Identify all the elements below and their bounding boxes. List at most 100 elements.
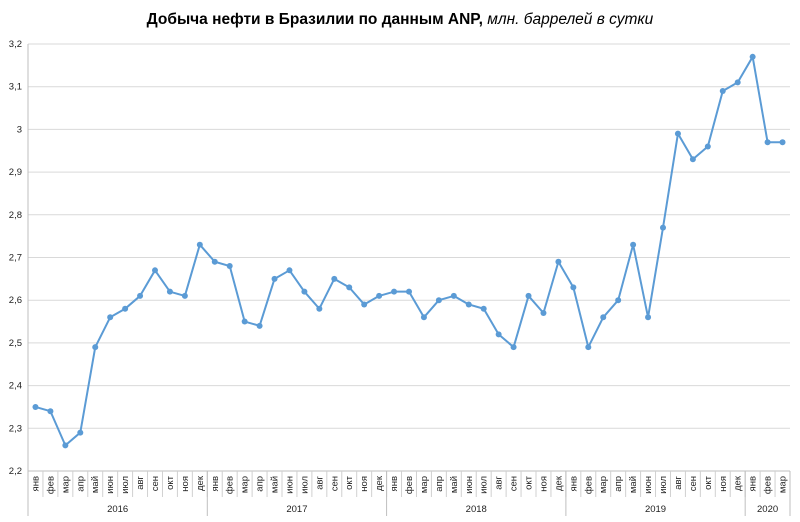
x-tick-label-month: ноя — [538, 476, 549, 492]
gridlines — [28, 43, 790, 472]
x-tick-label-month: мар — [598, 476, 609, 493]
data-point — [779, 139, 786, 146]
data-point — [435, 297, 442, 304]
data-point — [689, 156, 696, 163]
x-tick-label-month: июл — [120, 476, 131, 494]
x-tick-label-month: июн — [464, 476, 475, 494]
data-point — [196, 241, 203, 248]
series-line — [35, 55, 783, 447]
data-point — [450, 292, 457, 299]
y-tick-label: 2,2 — [9, 466, 22, 477]
y-tick-label: 2,7 — [9, 253, 22, 264]
data-point — [241, 318, 248, 325]
x-tick-label-month: авг — [494, 475, 505, 489]
data-point — [152, 267, 158, 274]
x-tick-label-year: 2020 — [757, 504, 778, 515]
x-tick-label-month: июн — [105, 476, 116, 494]
x-tick-label-month: окт — [703, 475, 714, 490]
chart-title-main: Добыча нефти в Бразилии по данным ANP, — [146, 11, 483, 28]
data-point — [92, 344, 99, 351]
data-point — [406, 288, 412, 295]
data-point — [704, 143, 711, 150]
x-tick-label-month: дек — [553, 475, 564, 491]
x-tick-label-month: апр — [434, 476, 445, 492]
x-tick-label-month: апр — [75, 476, 86, 492]
data-point — [137, 292, 144, 299]
data-point — [286, 267, 293, 274]
x-tick-label-month: июн — [643, 476, 654, 494]
chart-title-subtitle: млн. баррелей в сутки — [487, 11, 654, 28]
x-tick-label-month: июл — [299, 476, 310, 494]
data-point — [734, 79, 741, 86]
data-point — [585, 344, 592, 351]
y-tick-label: 3,1 — [9, 82, 22, 93]
x-tick-label-month: окт — [165, 475, 176, 490]
data-point — [47, 408, 54, 415]
data-point — [77, 429, 84, 436]
data-point — [301, 288, 308, 295]
data-point — [346, 284, 353, 291]
x-tick-label-month: сен — [150, 476, 161, 491]
x-tick-label-month: ноя — [180, 476, 191, 492]
x-tick-label-month: фев — [45, 476, 56, 494]
data-point — [376, 292, 383, 299]
data-point — [540, 310, 547, 317]
x-tick-label-month: фев — [404, 476, 415, 494]
data-point — [211, 258, 218, 265]
x-tick-label-month: фев — [583, 476, 594, 494]
y-tick-label: 2,8 — [9, 210, 22, 221]
x-tick-label-month: мар — [419, 476, 430, 493]
data-point — [32, 403, 39, 410]
x-tick-label-month: янв — [568, 476, 579, 491]
x-tick-label-month: май — [628, 476, 639, 493]
data-point — [122, 305, 129, 312]
chart-title: Добыча нефти в Бразилии по данным ANP, м… — [0, 11, 800, 29]
data-point — [361, 301, 368, 308]
x-tick-label-month: сен — [329, 476, 340, 491]
x-tick-label-month: авг — [135, 475, 146, 489]
data-point — [525, 292, 532, 299]
y-axis: 2,2 2,3 2,4 2,5 2,6 2,7 2,8 2,9 3 3,1 3,2 — [9, 39, 29, 477]
series-oil-production — [32, 53, 786, 449]
data-point — [570, 284, 577, 291]
x-tick-label-month: янв — [210, 476, 221, 491]
x-tick-label-year: 2017 — [286, 504, 307, 515]
x-tick-label-month: мар — [60, 476, 71, 493]
data-point — [107, 314, 114, 321]
data-point — [719, 87, 726, 94]
y-tick-label: 2,4 — [9, 381, 22, 392]
data-point — [764, 139, 771, 146]
data-point — [316, 305, 323, 312]
x-tick-label-month: май — [270, 476, 281, 493]
x-tick-label-month: июл — [658, 476, 669, 494]
data-point — [331, 275, 338, 282]
data-point — [420, 314, 427, 321]
x-tick-label-year: 2019 — [645, 504, 666, 515]
data-point — [615, 297, 622, 304]
x-tick-label-year: 2016 — [107, 504, 128, 515]
x-tick-label-month: апр — [255, 476, 266, 492]
data-point — [256, 322, 263, 329]
x-tick-label-month: дек — [374, 475, 385, 491]
y-tick-label: 2,3 — [9, 423, 22, 434]
x-axis: янв фев мар апр май июн июл авг сен окт ноя дек янв ф… — [27, 471, 791, 516]
data-point — [660, 224, 666, 231]
x-tick-label-month: янв — [389, 476, 400, 491]
data-point — [166, 288, 173, 295]
y-tick-label: 2,9 — [9, 167, 22, 178]
data-point — [495, 331, 502, 338]
x-tick-label-month: сен — [509, 476, 520, 491]
data-point — [62, 442, 69, 449]
x-tick-label-month: мар — [778, 476, 789, 493]
x-tick-label-month: сен — [688, 476, 699, 491]
x-tick-label-month: дек — [733, 475, 744, 491]
data-point — [181, 292, 188, 299]
data-point — [271, 275, 278, 282]
x-tick-label-month: май — [90, 476, 101, 493]
data-point — [480, 305, 487, 312]
x-tick-label-month: окт — [524, 475, 535, 490]
x-tick-label-month: мар — [240, 476, 251, 493]
x-tick-label-month: авг — [673, 475, 684, 489]
x-tick-label-month: июн — [284, 476, 295, 494]
x-tick-label-month: апр — [613, 476, 624, 492]
